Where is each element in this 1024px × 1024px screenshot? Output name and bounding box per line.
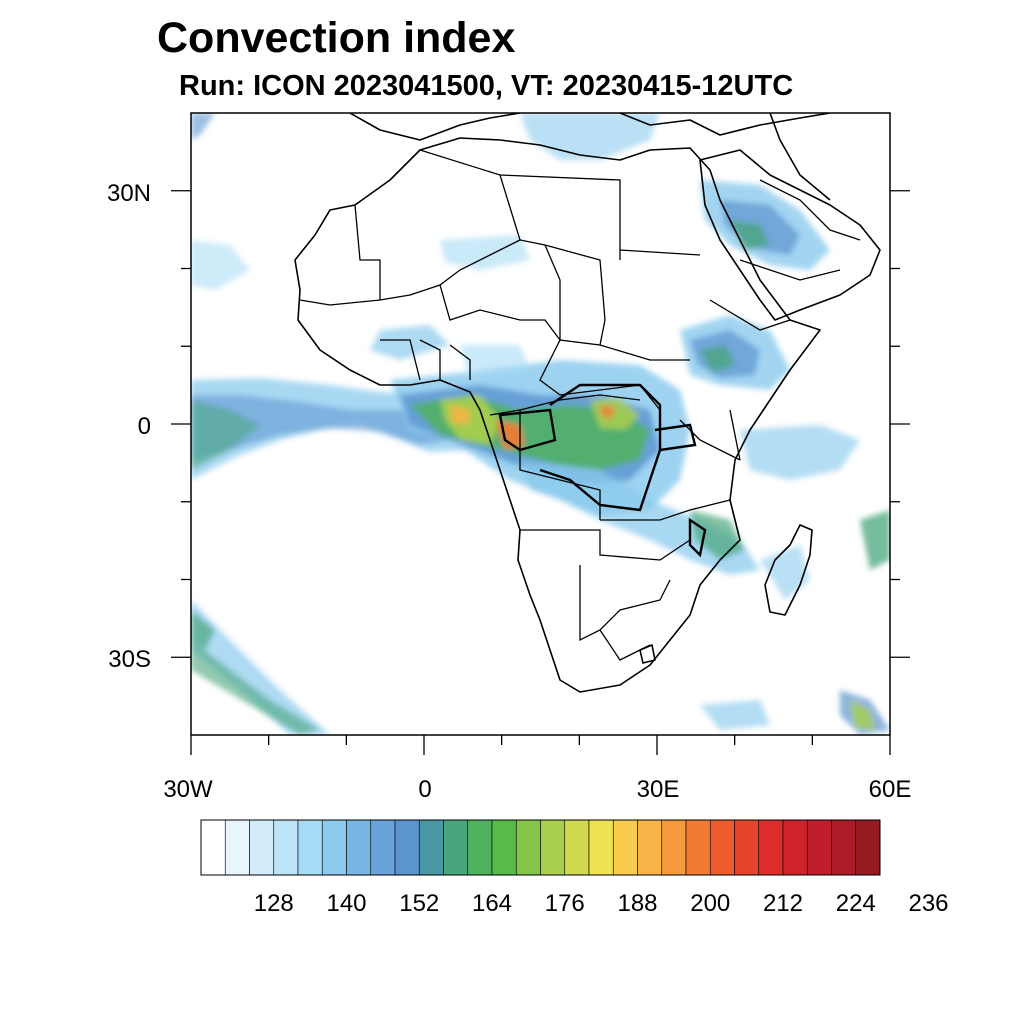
colorbar-swatch [831, 819, 857, 876]
chart-subtitle: Run: ICON 2023041500, VT: 20230415-12UTC [179, 70, 794, 102]
colorbar-swatch [855, 819, 881, 876]
colorbar-swatch [249, 819, 275, 876]
colorbar [200, 819, 881, 876]
colorbar-label: 128 [254, 890, 294, 917]
colorbar-swatch [297, 819, 323, 876]
lat-label-30n: 30N [107, 180, 151, 207]
colorbar-swatch [370, 819, 396, 876]
colorbar-swatch [200, 819, 226, 876]
coastlines [294, 113, 881, 693]
highlight-borders [498, 383, 707, 558]
colorbar-label: 236 [908, 890, 948, 917]
colorbar-label: 152 [399, 890, 439, 917]
colorbar-swatch [661, 819, 687, 876]
country-borders [299, 149, 861, 661]
colorbar-swatch [734, 819, 760, 876]
lon-label-0: 0 [418, 776, 431, 803]
colorbar-label: 212 [763, 890, 803, 917]
colorbar-labels: 128 140 152 164 176 188 200 212 224 236 [254, 890, 949, 917]
colorbar-swatch [806, 819, 832, 876]
colorbar-swatch [782, 819, 808, 876]
colorbar-swatch [346, 819, 372, 876]
colorbar-swatch [637, 819, 663, 876]
lon-label-30e: 30E [637, 776, 680, 803]
colorbar-swatch [418, 819, 444, 876]
colorbar-swatch [540, 819, 566, 876]
plot-area [191, 113, 890, 735]
colorbar-label: 176 [545, 890, 585, 917]
colorbar-label: 200 [690, 890, 730, 917]
colorbar-swatch [709, 819, 735, 876]
colorbar-swatch [588, 819, 614, 876]
lat-label-0: 0 [138, 413, 151, 440]
colorbar-swatch [443, 819, 469, 876]
lat-label-30s: 30S [108, 646, 151, 673]
colorbar-swatch [758, 819, 784, 876]
colorbar-swatch [394, 819, 420, 876]
colorbar-swatch [321, 819, 347, 876]
lon-axis-labels: 30W 0 30E 60E [163, 776, 911, 803]
colorbar-label: 224 [836, 890, 876, 917]
lon-label-60e: 60E [869, 776, 912, 803]
colorbar-swatch [273, 819, 299, 876]
colorbar-frame [200, 819, 881, 876]
axis-ticks [171, 190, 910, 755]
colorbar-swatch [515, 819, 541, 876]
colorbar-swatch [685, 819, 711, 876]
colorbar-swatch [612, 819, 638, 876]
colorbar-swatch [467, 819, 493, 876]
colorbar-swatch [491, 819, 517, 876]
colorbar-label: 140 [326, 890, 366, 917]
lat-axis-labels: 30N 0 30S [107, 180, 151, 673]
colorbar-label: 188 [617, 890, 657, 917]
colorbar-swatch [224, 819, 250, 876]
colorbar-swatch [564, 819, 590, 876]
colorbar-label: 164 [472, 890, 512, 917]
lon-label-30w: 30W [163, 776, 213, 803]
convection-shading [191, 113, 890, 735]
chart-title: Convection index [157, 14, 516, 62]
